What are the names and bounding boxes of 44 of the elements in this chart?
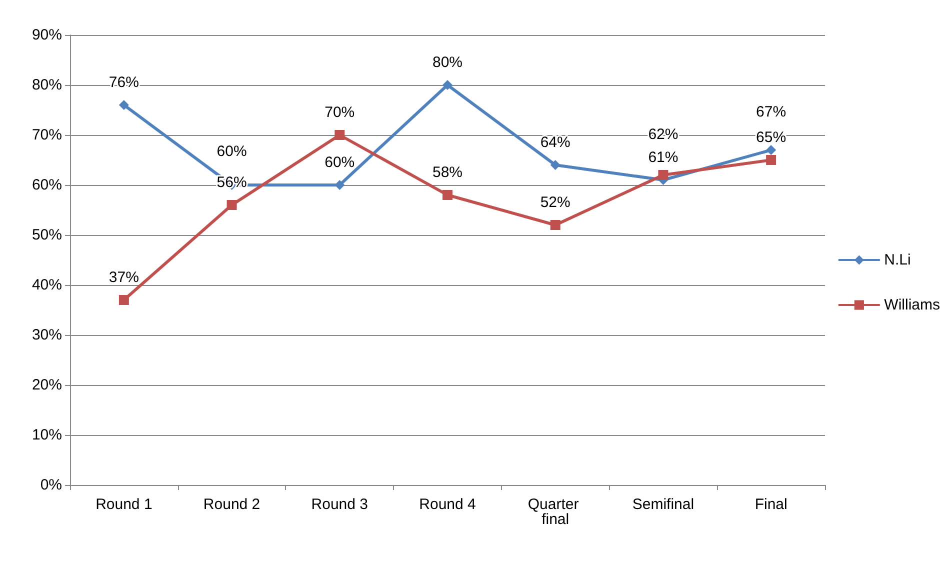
x-tick-label: Quarter final	[528, 496, 583, 528]
point	[118, 100, 129, 110]
data-label: 60%	[216, 142, 247, 160]
point	[442, 190, 452, 200]
point	[550, 220, 560, 230]
data-label: 61%	[648, 149, 678, 166]
point	[550, 160, 560, 170]
data-label: 37%	[108, 269, 139, 286]
y-tick-label: 90%	[32, 26, 62, 44]
data-label: 58%	[432, 164, 463, 181]
point	[334, 180, 345, 190]
data-label: 52%	[540, 194, 570, 211]
data-label: 76%	[108, 74, 139, 91]
point	[658, 170, 668, 180]
legend-label: N.Li	[884, 252, 911, 268]
x-tick-label: Semifinal	[632, 496, 694, 513]
x-tick-label: Round 4	[419, 496, 476, 513]
y-tick-label: 40%	[32, 276, 62, 294]
data-label: 70%	[324, 104, 355, 121]
x-tick-label: Round 2	[203, 496, 260, 513]
x-tick-label: Round 3	[311, 496, 368, 513]
legend-label: Williams	[884, 296, 940, 314]
data-label: 65%	[756, 129, 786, 146]
point	[766, 155, 776, 165]
data-label: 64%	[540, 134, 570, 151]
y-tick-label: 20%	[32, 376, 62, 394]
point	[226, 200, 237, 210]
y-tick-label: 70%	[32, 126, 62, 144]
y-tick-label: 0%	[40, 476, 62, 494]
point	[334, 130, 345, 140]
x-tick-label: Final	[754, 496, 788, 513]
y-tick-label: 10%	[32, 426, 62, 444]
data-label: 60%	[324, 154, 355, 171]
y-tick-label: 80%	[32, 76, 62, 94]
point	[118, 295, 129, 305]
x-tick-label: Round 1	[96, 496, 152, 513]
data-label: 62%	[648, 126, 678, 144]
point	[442, 80, 452, 90]
data-label: 80%	[432, 54, 463, 71]
data-label: 67%	[756, 103, 786, 120]
y-tick-label: 50%	[32, 226, 62, 244]
point	[766, 145, 776, 155]
y-tick-label: 30%	[32, 326, 62, 344]
y-tick-label: 60%	[32, 176, 62, 194]
